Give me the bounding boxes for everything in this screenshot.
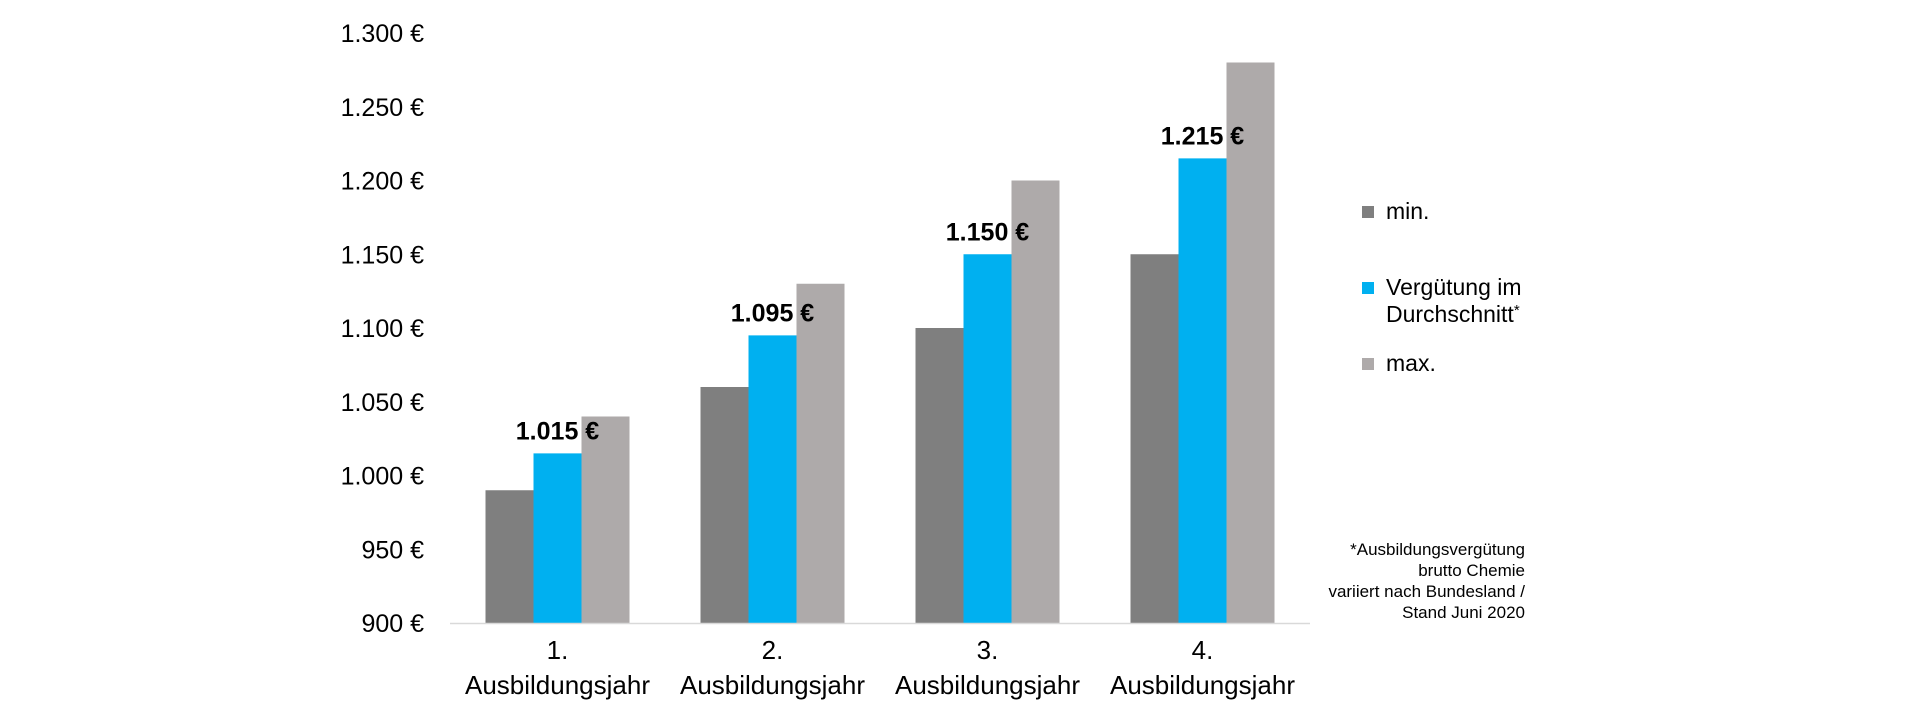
x-tick-label: 2. xyxy=(762,635,784,665)
legend-swatch-min xyxy=(1362,206,1374,218)
y-tick-label: 1.300 € xyxy=(341,20,425,48)
footnote-line: *Ausbildungsvergütung xyxy=(1350,540,1525,559)
y-tick-label: 900 € xyxy=(361,610,424,638)
legend-footnote-marker: * xyxy=(1513,302,1520,319)
data-labels: 1.015 € 1.095 € 1.150 € 1.215 € xyxy=(516,122,1245,445)
bar-avg xyxy=(1178,158,1227,623)
y-tick-label: 1.200 € xyxy=(341,168,425,196)
legend-item-average: Vergütung im Durchschnitt* xyxy=(1362,274,1531,328)
bar-max xyxy=(1011,180,1060,623)
legend-swatch-max xyxy=(1362,358,1374,370)
bar-max xyxy=(1226,62,1275,623)
data-label: 1.095 € xyxy=(731,299,815,327)
y-axis: 900 € 950 € 1.000 € 1.050 € 1.100 € 1.150 € 1.… xyxy=(341,20,425,638)
legend-label-min: min. xyxy=(1386,198,1430,224)
bar-avg xyxy=(533,453,582,623)
bar-min xyxy=(485,490,534,623)
bar-avg xyxy=(748,335,797,623)
x-tick-label: Ausbildungsjahr xyxy=(680,670,865,700)
x-tick-label: 1. xyxy=(547,635,569,665)
bar-min xyxy=(915,328,964,623)
y-tick-label: 1.250 € xyxy=(341,94,425,122)
x-tick-label: Ausbildungsjahr xyxy=(465,670,650,700)
legend-item-max: max. xyxy=(1362,350,1531,377)
legend-item-min: min. xyxy=(1362,198,1531,225)
y-tick-label: 1.150 € xyxy=(341,241,425,269)
x-tick-label: 4. xyxy=(1192,635,1214,665)
x-tick-label: Ausbildungsjahr xyxy=(1110,670,1295,700)
y-tick-label: 950 € xyxy=(361,536,424,564)
data-label: 1.015 € xyxy=(516,417,600,445)
footnote-line: brutto Chemie xyxy=(1418,561,1525,580)
bar-min xyxy=(700,387,749,623)
y-tick-label: 1.100 € xyxy=(341,315,425,343)
legend: min. Vergütung im Durchschnitt* max. xyxy=(1362,198,1531,377)
legend-label-average: Vergütung im Durchschnitt* xyxy=(1386,274,1531,328)
footnote: *Ausbildungsvergütung brutto Chemie vari… xyxy=(1295,539,1525,623)
legend-label-max: max. xyxy=(1386,350,1436,376)
bar-max xyxy=(796,283,845,623)
bars xyxy=(485,62,1275,623)
bar-min xyxy=(1130,254,1179,623)
data-label: 1.150 € xyxy=(946,218,1030,246)
footnote-line: Stand Juni 2020 xyxy=(1402,603,1525,622)
x-tick-label: 3. xyxy=(977,635,999,665)
bar-avg xyxy=(963,254,1012,623)
x-axis: 1. Ausbildungsjahr 2. Ausbildungsjahr 3. Ausb… xyxy=(465,635,1295,700)
legend-label-average-text: Vergütung im Durchschnitt xyxy=(1386,274,1522,327)
x-tick-label: Ausbildungsjahr xyxy=(895,670,1080,700)
legend-swatch-average xyxy=(1362,282,1374,294)
bar-max xyxy=(581,416,630,623)
footnote-line: variiert nach Bundesland / xyxy=(1328,582,1525,601)
y-tick-label: 1.050 € xyxy=(341,389,425,417)
y-tick-label: 1.000 € xyxy=(341,463,425,491)
data-label: 1.215 € xyxy=(1161,122,1245,150)
